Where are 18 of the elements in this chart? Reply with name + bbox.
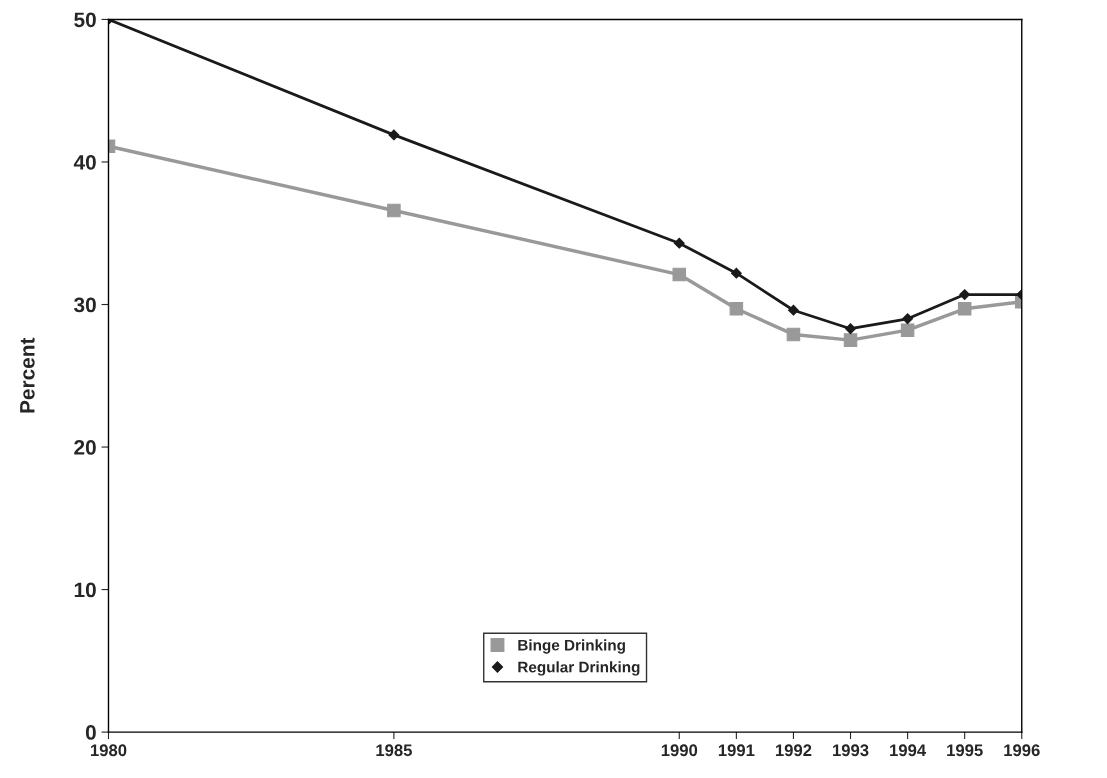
x-tick-label: 1995 [947,744,983,757]
x-tick-label: 1980 [91,744,127,757]
x-tick-label: 1990 [661,744,698,757]
y-tick-label: 10 [74,582,96,598]
x-tick-label: 1991 [718,744,755,757]
y-tick-label: 20 [74,440,96,455]
x-tick-label: 1996 [1004,744,1040,757]
y-tick-label: 30 [73,297,96,313]
x-tick-label: 1993 [833,744,869,757]
y-tick-label: 50 [74,12,96,28]
legend-label: Regular Drinking [518,661,640,676]
x-tick-label: 1985 [376,744,412,757]
x-tick-label: 1994 [890,744,927,757]
y-tick-label: 40 [73,154,96,170]
y-axis-title: Percent [20,337,35,413]
x-tick-label: 1992 [775,744,812,757]
legend-label: Binge Drinking [518,639,625,654]
y-tick-label: 0 [85,725,96,740]
